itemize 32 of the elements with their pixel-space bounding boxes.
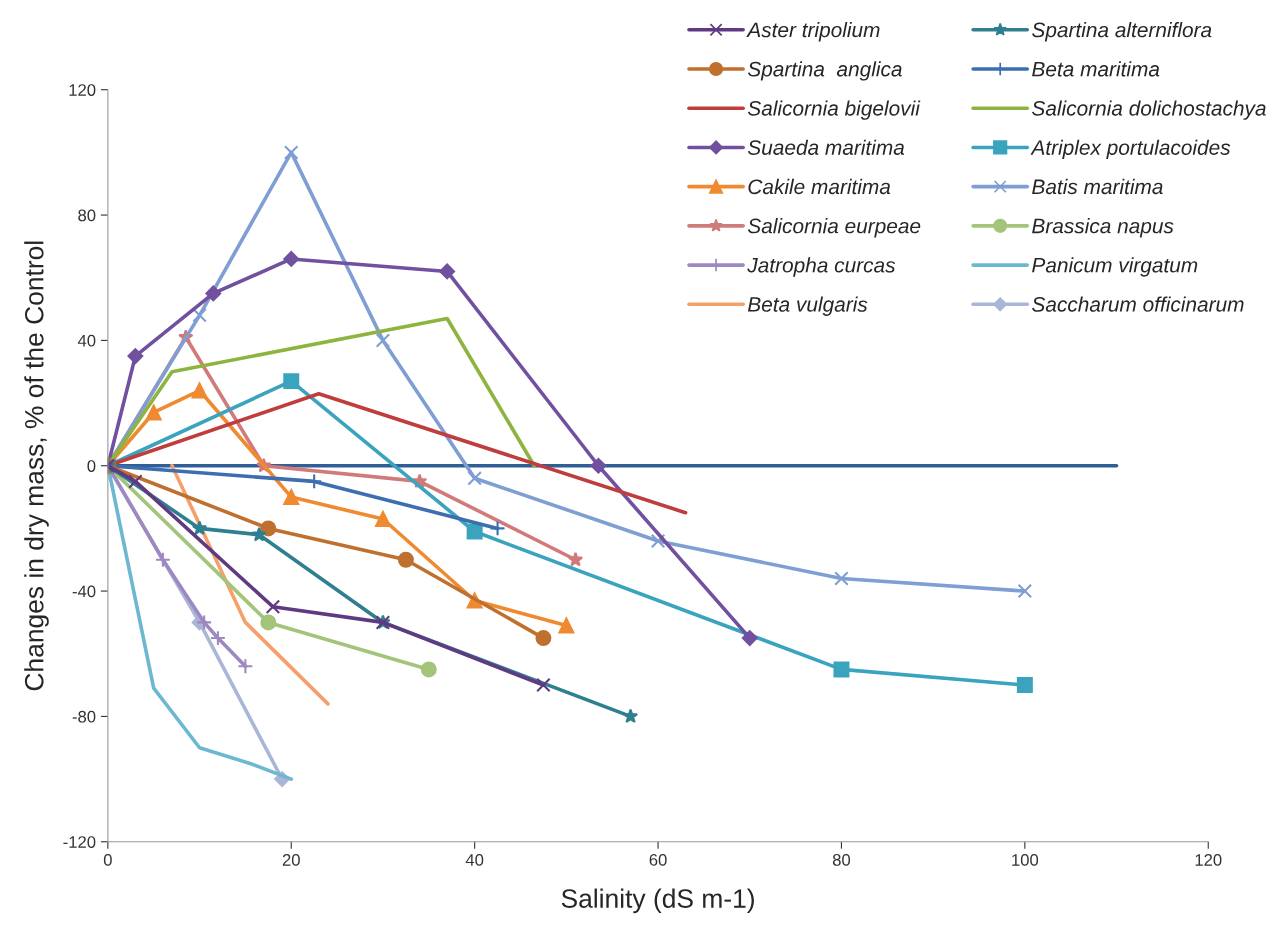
legend-label: Saccharum officinarum	[1032, 296, 1244, 312]
x-tick-label: 100	[1012, 854, 1039, 866]
x-tick-label: 0	[103, 854, 112, 866]
x-tick-label: 120	[1195, 854, 1222, 866]
y-tick-label: 80	[78, 209, 96, 222]
legend-label: Brassica napus	[1032, 218, 1174, 238]
legend-label: Suaeda maritima	[747, 139, 905, 155]
legend-label: Jatropha curcas	[747, 257, 896, 277]
legend-label: Salicornia dolichostachya	[1032, 100, 1266, 120]
x-tick-label: 80	[832, 854, 851, 866]
x-tick-label: 40	[465, 854, 484, 866]
legend-label: Beta maritima	[1032, 61, 1160, 77]
y-tick-label: 0	[87, 460, 96, 472]
legend-label: Batis maritima	[1032, 178, 1163, 195]
legend-label: Aster tripolium	[746, 21, 880, 42]
y-tick-label: 120	[69, 84, 96, 96]
y-tick-label: -120	[63, 836, 96, 848]
x-axis-title: Salinity (dS m-1)	[561, 888, 754, 914]
y-tick-label: 40	[77, 334, 96, 347]
legend-label: Salicornia bigelovii	[747, 100, 921, 120]
legend-label: Spartina anglica	[747, 61, 902, 81]
y-tick-label: -80	[72, 710, 96, 723]
legend-label: Beta vulgaris	[747, 296, 868, 316]
legend-label: Cakile maritima	[748, 178, 891, 195]
y-axis-title: Changes in dry mass, % of the Control	[24, 241, 49, 691]
legend-label: Salicornia eurpeae	[747, 218, 921, 238]
x-tick-label: 20	[282, 854, 300, 866]
legend-label: Panicum virgatum	[1032, 257, 1198, 277]
legend-label: Atriplex portulacoides	[1030, 139, 1231, 160]
y-tick-label: -40	[72, 585, 96, 598]
x-tick-label: 60	[649, 854, 667, 866]
legend-label: Spartina alterniflora	[1032, 21, 1212, 42]
